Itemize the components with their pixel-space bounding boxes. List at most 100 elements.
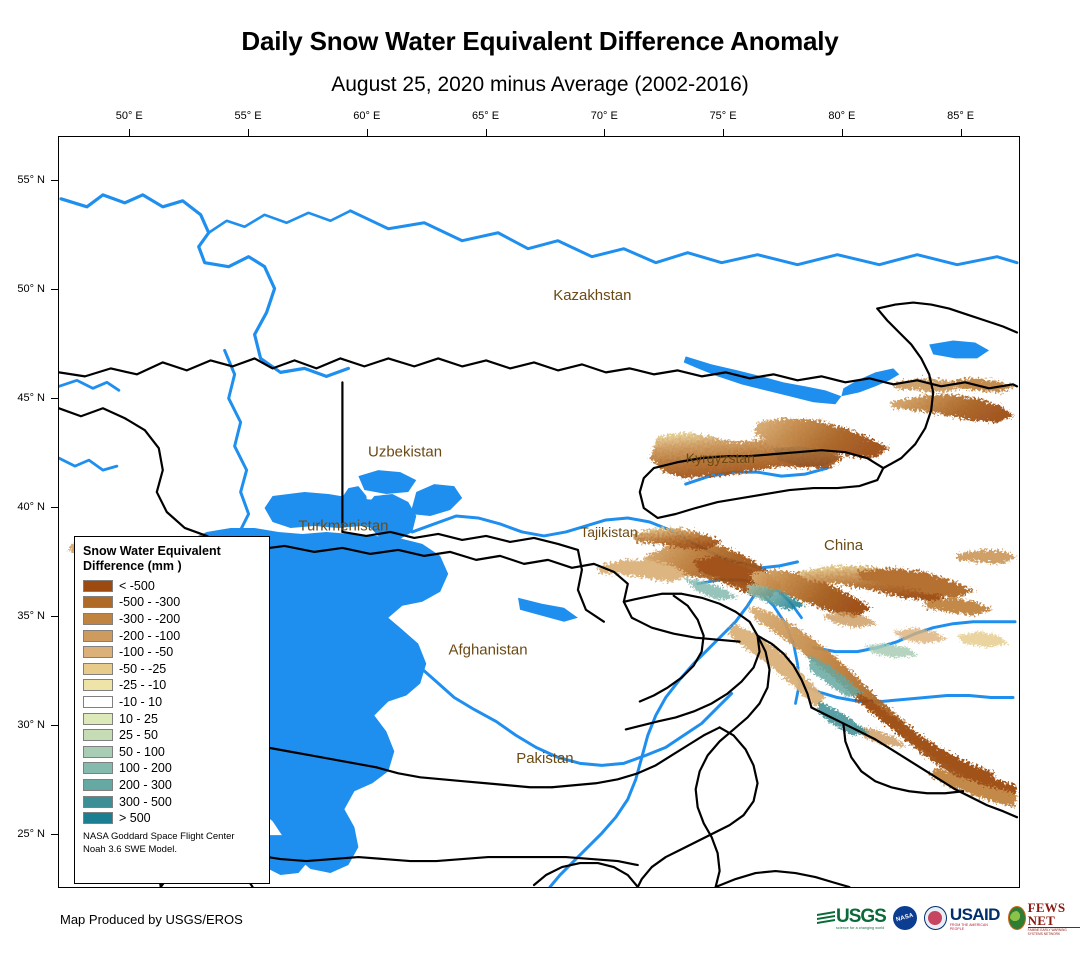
legend-item[interactable]: < -500	[83, 578, 261, 595]
legend-label: 300 - 500	[119, 794, 172, 809]
lon-tick-75	[723, 129, 725, 136]
border-kazakhstan-china	[876, 307, 935, 470]
legend-item[interactable]: -500 - -300	[83, 594, 261, 611]
lake-zaysan	[929, 340, 990, 359]
lon-tick-50	[129, 129, 131, 136]
legend-item[interactable]: 200 - 300	[83, 777, 261, 794]
legend-label: 200 - 300	[119, 777, 172, 792]
legend-item[interactable]: -10 - 10	[83, 694, 261, 711]
legend-label: -10 - 10	[119, 694, 163, 709]
anomaly-karakoram	[749, 569, 872, 618]
anomaly-tibet-1	[821, 611, 878, 628]
lon-label-80: 80° E	[828, 110, 856, 122]
lon-label-55: 55° E	[234, 110, 262, 122]
river-west-edge-2	[59, 456, 119, 472]
lake-balkhash	[683, 356, 842, 405]
legend-label: 25 - 50	[119, 728, 158, 743]
legend-item[interactable]: -50 - -25	[83, 660, 261, 677]
anomaly-himalaya-crest	[855, 691, 996, 784]
lon-tick-70	[604, 129, 606, 136]
border-kazakhstan-west	[59, 407, 228, 548]
legend-swatch	[83, 646, 113, 659]
legend-label: -50 - -25	[119, 661, 167, 676]
legend-item[interactable]: -100 - -50	[83, 644, 261, 661]
legend-swatch	[83, 695, 113, 708]
border-kazakhstan-uzbekistan	[225, 544, 741, 643]
anomaly-hindukush	[597, 559, 690, 582]
legend-title-line1: Snow Water Equivalent	[83, 544, 221, 558]
legend-swatch	[83, 712, 113, 725]
river-ural-north	[59, 193, 350, 378]
legend-item[interactable]: > 500	[83, 810, 261, 827]
fewsnet-logo[interactable]: FEWS NET FAMINE EARLY WARNING SYSTEMS NE…	[1007, 901, 1080, 936]
border-china-india	[810, 706, 1019, 819]
legend-footer-line1: NASA Goddard Space Flight Center	[83, 831, 235, 843]
legend-item[interactable]: 25 - 50	[83, 727, 261, 744]
legend-item[interactable]: 50 - 100	[83, 743, 261, 760]
legend-footer: NASA Goddard Space Flight Center Noah 3.…	[83, 831, 261, 857]
border-tajikistan-inner	[638, 594, 705, 703]
usgs-tagline: science for a changing world	[836, 925, 885, 930]
lat-tick-45	[51, 397, 58, 399]
anomaly-positive-pamir	[683, 577, 738, 600]
legend-item-list: < -500 -500 - -300 -300 - -200 -200 - -100 -…	[83, 578, 261, 827]
nasa-wordmark: NASA	[895, 912, 915, 924]
lat-label-25: 25° N	[17, 827, 45, 840]
river-west-edge	[59, 378, 121, 392]
river-irtysh	[348, 209, 1019, 267]
lon-label-60: 60° E	[353, 110, 381, 122]
border-afghanistan-south	[253, 853, 639, 867]
border-afghanistan-east	[636, 726, 759, 887]
legend-swatch	[83, 778, 113, 791]
legend-item[interactable]: -200 - -100	[83, 627, 261, 644]
legend-item[interactable]: 100 - 200	[83, 760, 261, 777]
river-ganges-upper	[797, 682, 1015, 703]
river-indus	[548, 588, 760, 887]
anomaly-tibet-2	[893, 627, 948, 644]
border-turkmenistan-south	[375, 766, 554, 789]
legend-item[interactable]: -300 - -200	[83, 611, 261, 628]
usaid-logo[interactable]: USAID FROM THE AMERICAN PEOPLE	[923, 905, 1001, 931]
legend-label: -100 - -50	[119, 645, 174, 660]
lake-small-north	[518, 597, 578, 622]
nasa-logo[interactable]: NASA	[892, 905, 917, 931]
lat-label-45: 45° N	[17, 391, 45, 404]
map-legend[interactable]: Snow Water Equivalent Difference (mm ) <…	[74, 536, 270, 884]
country-label-kazakhstan: Kazakhstan	[553, 287, 631, 304]
lat-tick-30	[51, 724, 58, 726]
lon-label-70: 70° E	[590, 110, 618, 122]
legend-swatch	[83, 762, 113, 775]
anomaly-himalaya-outer	[727, 623, 826, 708]
border-india-pakistan	[694, 634, 771, 887]
country-label-afghanistan: Afghanistan	[449, 641, 528, 658]
lat-label-40: 40° N	[17, 500, 45, 513]
lon-label-65: 65° E	[472, 110, 500, 122]
anomaly-kunlun-1	[797, 565, 954, 602]
lat-label-35: 35° N	[17, 609, 45, 622]
legend-label: < -500	[119, 578, 155, 593]
lat-tick-35	[51, 615, 58, 617]
anomaly-positive-himalaya	[809, 655, 864, 698]
legend-title: Snow Water Equivalent Difference (mm )	[83, 544, 261, 575]
lon-label-75: 75° E	[709, 110, 737, 122]
anomaly-himalaya-west	[747, 605, 1018, 798]
usgs-logo[interactable]: USGS science for a changing world	[816, 905, 887, 931]
usaid-tagline: FROM THE AMERICAN PEOPLE	[949, 922, 988, 931]
lon-tick-65	[485, 129, 487, 136]
caspian-south-lobe	[258, 835, 309, 876]
legend-label: -500 - -300	[119, 595, 181, 610]
caspian-kara-bogaz	[302, 595, 357, 640]
legend-item[interactable]: 10 - 25	[83, 710, 261, 727]
legend-item[interactable]: 300 - 500	[83, 793, 261, 810]
aral-sea	[364, 494, 417, 540]
lon-label-50: 50° E	[115, 110, 143, 122]
legend-label: -25 - -10	[119, 678, 167, 693]
legend-item[interactable]: -25 - -10	[83, 677, 261, 694]
fewsnet-globe-icon	[1007, 906, 1026, 930]
border-nepal	[842, 722, 965, 795]
legend-swatch	[83, 812, 113, 825]
lat-label-55: 55° N	[17, 173, 45, 186]
legend-label: 100 - 200	[119, 761, 172, 776]
legend-label: 50 - 100	[119, 744, 165, 759]
country-label-kyrgyzstan: Kyrgyzstan	[686, 450, 755, 466]
